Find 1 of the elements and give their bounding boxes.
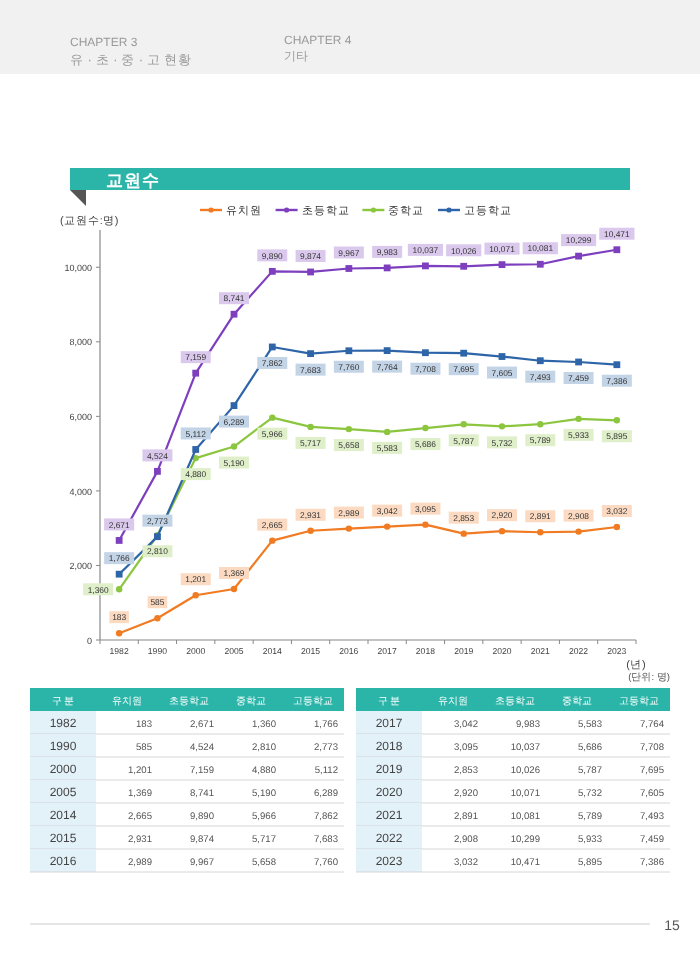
chart-title: 교원수 xyxy=(106,170,160,190)
